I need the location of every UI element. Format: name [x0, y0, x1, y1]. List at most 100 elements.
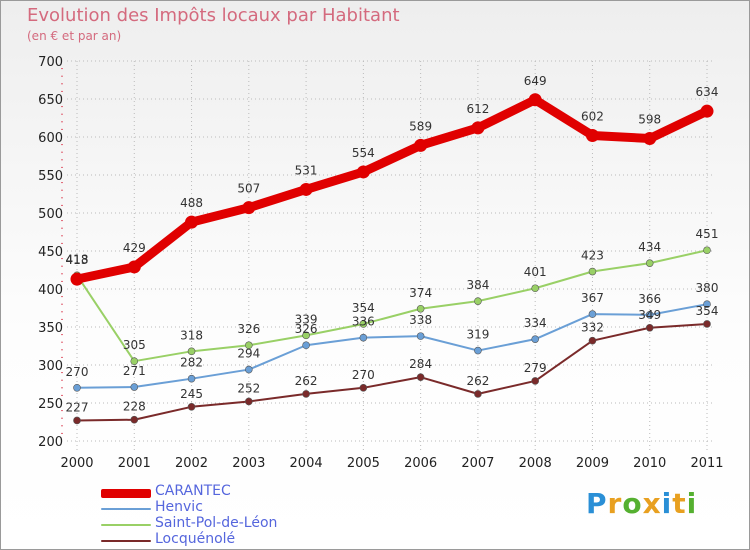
data-label: 413 — [66, 253, 89, 267]
legend-swatch — [101, 540, 151, 542]
x-tick-label: 2010 — [633, 456, 666, 471]
data-label: 326 — [295, 322, 318, 336]
data-label: 380 — [696, 281, 719, 295]
data-label: 554 — [352, 146, 375, 160]
data-point — [645, 323, 654, 332]
data-label: 338 — [409, 313, 432, 327]
data-label: 423 — [581, 249, 604, 263]
y-tick-label: 400 — [38, 283, 63, 298]
data-point — [645, 259, 654, 267]
data-label: 228 — [123, 400, 146, 414]
data-point — [531, 377, 539, 385]
data-point — [528, 93, 542, 107]
x-tick-label: 2003 — [232, 456, 265, 471]
x-tick-label: 2008 — [519, 456, 552, 471]
data-label: 227 — [66, 400, 89, 414]
logo-letter: i — [686, 487, 698, 520]
legend-label: Henvic — [155, 499, 203, 515]
data-point — [416, 373, 425, 381]
legend-label: CARANTEC — [155, 483, 231, 499]
data-point — [245, 397, 253, 406]
data-label: 270 — [352, 368, 375, 382]
data-point — [474, 346, 482, 355]
data-label: 318 — [180, 328, 203, 342]
data-point — [703, 320, 711, 328]
data-point — [302, 341, 310, 350]
data-point — [531, 284, 539, 293]
legend-swatch — [101, 508, 151, 510]
data-label: 271 — [123, 364, 146, 378]
data-label: 434 — [638, 240, 661, 254]
data-point — [242, 201, 256, 215]
data-point — [245, 365, 253, 374]
data-point — [474, 297, 482, 305]
data-label: 339 — [295, 312, 318, 326]
proxiti-logo: Proxiti — [586, 487, 697, 520]
series-line-0 — [72, 95, 712, 284]
data-label: 279 — [524, 361, 547, 375]
data-label: 367 — [581, 291, 604, 305]
data-point — [471, 121, 485, 135]
data-point — [643, 132, 657, 146]
data-point — [130, 415, 139, 424]
data-point — [356, 165, 370, 179]
data-label: 332 — [581, 321, 604, 335]
y-tick-label: 500 — [38, 207, 63, 222]
series-line-1 — [76, 303, 708, 389]
data-label: 634 — [696, 85, 719, 99]
x-tick-label: 2006 — [404, 456, 437, 471]
legend-label: Locquénolé — [155, 531, 236, 547]
data-point — [130, 357, 139, 366]
data-point — [187, 347, 196, 356]
data-label: 612 — [466, 102, 489, 116]
data-point — [414, 138, 428, 152]
data-point — [700, 104, 714, 118]
data-point — [127, 260, 141, 274]
data-point — [302, 331, 310, 340]
logo-letter: x — [642, 487, 662, 520]
data-point — [645, 311, 654, 319]
data-label: 319 — [466, 328, 489, 342]
x-tick-label: 2001 — [118, 456, 151, 471]
data-label: 354 — [352, 301, 375, 315]
series-line-3 — [76, 322, 708, 422]
x-tick-label: 2007 — [461, 456, 494, 471]
data-label: 401 — [524, 265, 547, 279]
data-label: 284 — [409, 357, 432, 371]
x-tick-label: 2011 — [690, 456, 723, 471]
y-tick-label: 650 — [38, 93, 63, 108]
logo-letter: t — [672, 487, 687, 520]
y-tick-label: 700 — [38, 55, 63, 70]
data-point — [588, 310, 597, 318]
data-label: 262 — [466, 374, 489, 388]
y-tick-label: 450 — [38, 245, 63, 260]
data-point — [531, 335, 539, 343]
y-tick-label: 300 — [38, 359, 63, 374]
chart-title: Evolution des Impôts locaux par Habitant — [27, 5, 400, 26]
data-point — [187, 374, 196, 383]
data-point — [73, 383, 81, 392]
chart-subtitle: (en € et par an) — [27, 29, 122, 43]
data-label: 349 — [638, 308, 661, 322]
data-point — [302, 390, 310, 398]
data-point — [474, 390, 482, 398]
x-tick-label: 2009 — [576, 456, 609, 471]
data-label: 282 — [180, 356, 203, 370]
x-tick-label: 2005 — [347, 456, 380, 471]
data-label: 262 — [295, 374, 318, 388]
data-label: 354 — [696, 304, 719, 318]
data-label: 649 — [524, 74, 547, 88]
legend-swatch — [101, 524, 151, 526]
data-label: 366 — [638, 292, 661, 306]
series-line-2 — [76, 249, 708, 363]
logo-letter: P — [586, 487, 608, 520]
data-label: 245 — [180, 387, 203, 401]
legend-swatch — [101, 488, 151, 498]
data-label: 334 — [524, 316, 547, 330]
data-point — [588, 267, 597, 276]
data-point — [70, 272, 84, 286]
data-point — [416, 332, 425, 340]
data-point — [245, 341, 253, 350]
x-tick-label: 2002 — [175, 456, 208, 471]
